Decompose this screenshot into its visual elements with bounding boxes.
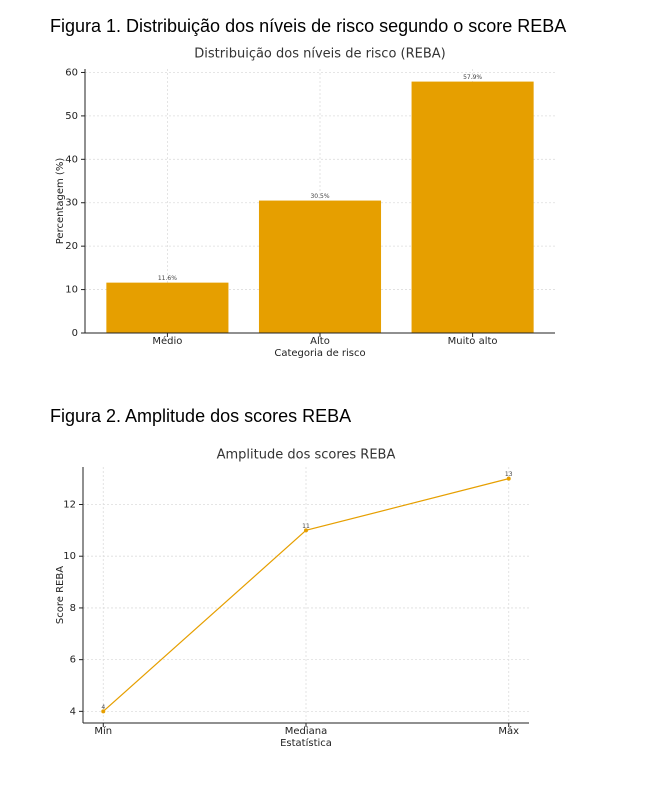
value-label: 11 — [302, 523, 310, 530]
value-label: 13 — [505, 471, 513, 478]
y-axis-label: Percentagem (%) — [55, 158, 66, 245]
y-tick-label: 4 — [70, 706, 76, 717]
x-tick-label: Mediana — [285, 726, 328, 737]
point — [304, 528, 308, 533]
y-tick-label: 30 — [65, 198, 78, 209]
x-axis-label: Estatística — [280, 737, 332, 749]
x-tick-label: Muito alto — [448, 336, 498, 347]
chart-title: Distribuição dos níveis de risco (REBA) — [194, 47, 445, 62]
y-tick-label: 8 — [70, 603, 76, 614]
y-tick-label: 0 — [72, 328, 78, 339]
bar — [106, 282, 229, 333]
point — [506, 476, 511, 481]
y-tick-label: 10 — [63, 551, 76, 562]
x-tick-label: Alto — [310, 336, 330, 347]
bar — [411, 81, 534, 333]
x-tick-label: Mín — [94, 725, 112, 737]
y-tick-label: 12 — [63, 499, 76, 510]
figure-caption: Figura 2. Amplitude dos scores REBA — [50, 406, 351, 426]
y-tick-label: 20 — [65, 241, 78, 252]
y-tick-label: 50 — [65, 111, 78, 122]
y-tick-label: 6 — [70, 655, 76, 666]
value-label: 30.5% — [310, 193, 329, 200]
y-tick-label: 10 — [65, 285, 78, 296]
value-label: 4 — [101, 704, 105, 711]
y-axis-label: Score REBA — [55, 566, 66, 624]
bar — [258, 200, 382, 333]
point — [101, 709, 106, 714]
value-label: 57.9% — [463, 74, 482, 81]
figure-caption: Figura 1. Distribuição dos níveis de ris… — [50, 16, 566, 36]
x-tick-label: Médio — [152, 335, 182, 347]
chart-title: Amplitude dos scores REBA — [217, 448, 396, 463]
x-tick-label: Máx — [498, 725, 519, 737]
y-tick-label: 60 — [65, 67, 78, 78]
x-axis-label: Categoria de risco — [274, 348, 365, 359]
value-label: 11.6% — [158, 275, 177, 282]
y-tick-label: 40 — [65, 154, 78, 165]
